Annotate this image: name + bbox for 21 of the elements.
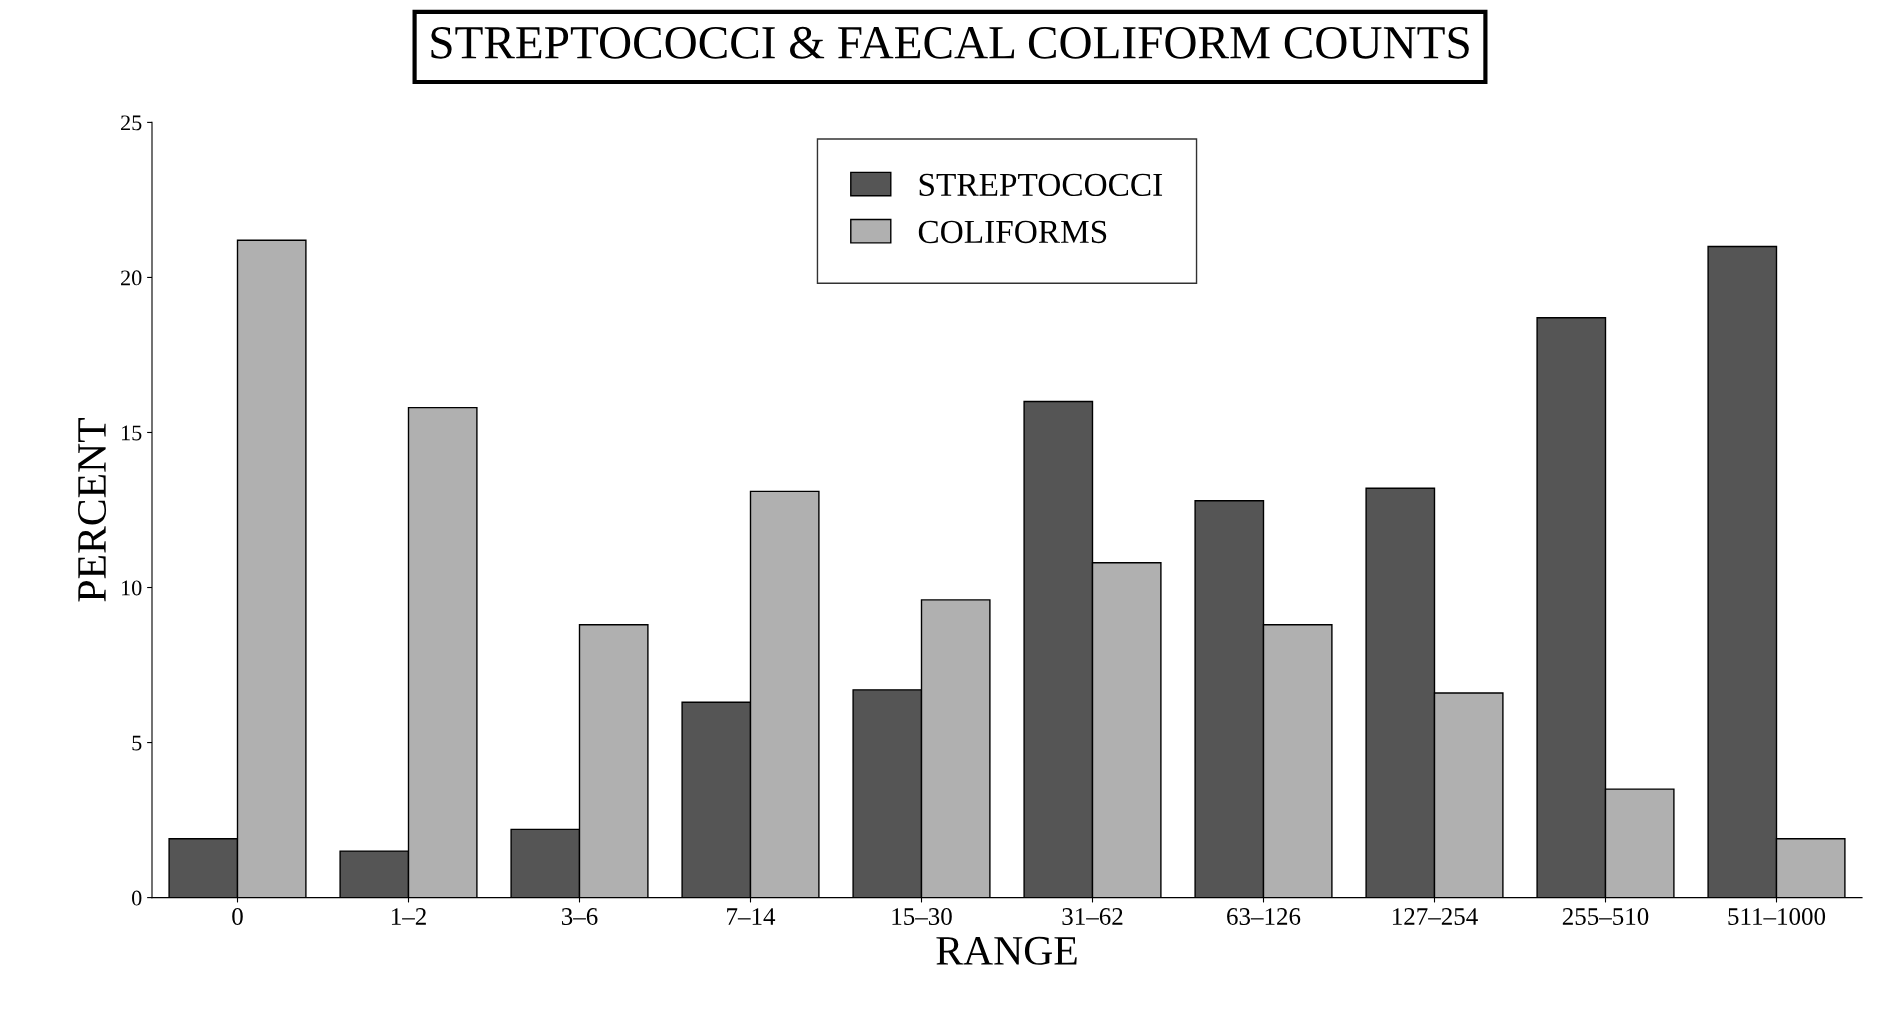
x-tick-label: 511–1000 <box>1728 908 1826 925</box>
y-tick-label: 15 <box>122 425 142 441</box>
x-tick-label: 15–30 <box>892 908 952 925</box>
x-tick-label: 0 <box>232 908 243 925</box>
x-tick-label: 7–14 <box>727 908 776 925</box>
x-axis-title: RANGE <box>936 936 1077 965</box>
chart-title: STREPTOCOCCI & FAECAL COLIFORM COUNTS <box>431 26 1469 59</box>
y-tick-label: 5 <box>132 735 142 751</box>
y-tick-label: 20 <box>121 270 142 286</box>
y-tick-label: 10 <box>122 580 142 596</box>
x-tick-label: 63–126 <box>1227 908 1301 925</box>
legend-label: STREPTOCOCCI <box>919 173 1163 197</box>
x-tick-label: 1–2 <box>391 908 426 925</box>
x-tick-label: 3–6 <box>561 908 598 925</box>
legend-label: COLIFORMS <box>918 220 1107 244</box>
y-tick-label: 0 <box>132 890 142 906</box>
x-tick-label: 127–254 <box>1392 908 1478 925</box>
x-tick-label: 31–62 <box>1062 908 1123 925</box>
x-tick-label: 255–510 <box>1562 908 1649 925</box>
y-axis-title: PERCENT <box>78 418 107 602</box>
y-tick-label: 25 <box>121 115 142 131</box>
